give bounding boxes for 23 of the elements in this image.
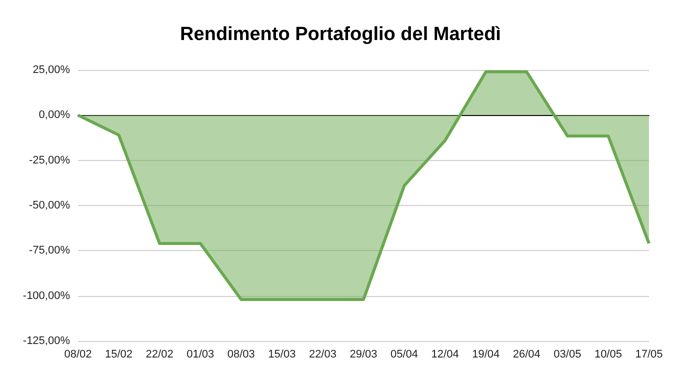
x-tick-label: 03/05 (554, 348, 582, 360)
y-tick-label: -25,00% (29, 154, 70, 166)
x-tick-label: 12/04 (431, 348, 459, 360)
chart-title: Rendimento Portafoglio del Martedì (180, 24, 501, 45)
x-tick-label: 19/04 (472, 348, 500, 360)
x-tick-label: 15/03 (268, 348, 296, 360)
y-tick-label: -100,00% (22, 290, 70, 302)
x-tick-label: 08/02 (64, 348, 92, 360)
x-tick-label: 26/04 (512, 348, 540, 360)
x-tick-label: 22/02 (146, 348, 174, 360)
x-tick-label: 22/03 (308, 348, 336, 360)
x-tick-label: 01/03 (186, 348, 214, 360)
x-tick-label: 08/03 (227, 348, 255, 360)
x-tick-label: 29/03 (350, 348, 378, 360)
y-tick-label: -75,00% (29, 244, 70, 257)
y-tick-label: -125,00% (22, 335, 70, 347)
x-tick-label: 17/05 (635, 348, 663, 360)
y-tick-label: 25,00% (32, 64, 70, 76)
y-tick-label: 0,00% (38, 109, 70, 122)
y-tick-label: -50,00% (29, 200, 70, 212)
x-tick-label: 10/05 (594, 348, 622, 360)
x-tick-label: 05/04 (390, 348, 418, 360)
x-tick-label: 15/02 (105, 348, 133, 360)
